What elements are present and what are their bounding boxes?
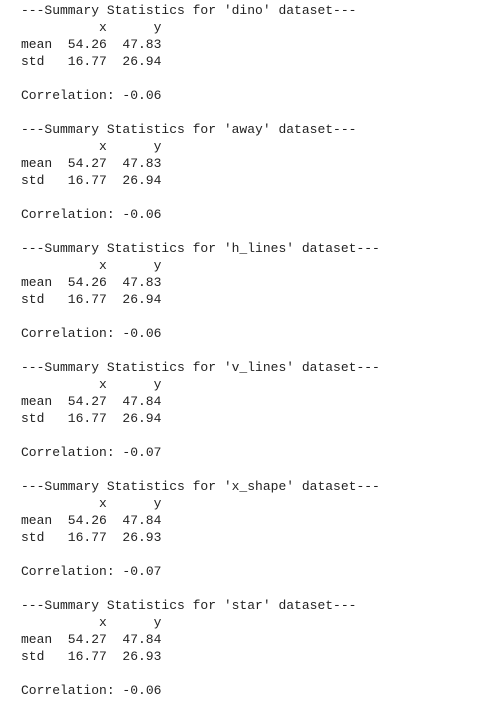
section-header: ---Summary Statistics for 'star' dataset…: [21, 598, 357, 613]
stat-value: 16.77: [67, 649, 107, 664]
stat-value: 26.94: [122, 292, 162, 307]
correlation: Correlation: -0.06: [21, 683, 162, 698]
column-header: x: [99, 496, 107, 511]
section-header: ---Summary Statistics for 'away' dataset…: [21, 122, 357, 137]
row-label: std: [21, 292, 45, 307]
row-label: mean: [21, 156, 53, 171]
stat-value: 16.77: [67, 54, 107, 69]
stat-value: 16.77: [67, 292, 107, 307]
correlation: Correlation: -0.06: [21, 88, 162, 103]
column-header: x: [99, 139, 107, 154]
column-header: x: [99, 258, 107, 273]
stat-value: 54.27: [67, 156, 107, 171]
stat-value: 47.84: [122, 632, 162, 647]
stat-value: 26.94: [122, 54, 162, 69]
correlation: Correlation: -0.07: [21, 445, 162, 460]
column-header: y: [153, 496, 162, 511]
column-header: y: [153, 258, 162, 273]
row-label: std: [21, 649, 45, 664]
correlation: Correlation: -0.06: [21, 207, 162, 222]
column-header: y: [153, 615, 162, 630]
stat-value: 26.94: [122, 173, 162, 188]
column-header: x: [99, 20, 107, 35]
stat-value: 47.83: [122, 156, 162, 171]
column-header: y: [153, 139, 162, 154]
stat-value: 26.93: [122, 530, 162, 545]
stat-value: 54.26: [67, 275, 107, 290]
stat-value: 26.93: [122, 649, 162, 664]
row-label: std: [21, 54, 45, 69]
stat-value: 54.27: [67, 632, 107, 647]
stat-value: 47.84: [122, 513, 162, 528]
correlation: Correlation: -0.06: [21, 326, 162, 341]
stat-value: 16.77: [67, 530, 107, 545]
row-label: std: [21, 530, 45, 545]
section-header: ---Summary Statistics for 'h_lines' data…: [21, 241, 380, 256]
stat-value: 54.27: [67, 394, 107, 409]
stat-value: 54.26: [67, 513, 107, 528]
row-label: mean: [21, 37, 53, 52]
stat-value: 16.77: [67, 411, 107, 426]
column-header: x: [99, 615, 107, 630]
row-label: mean: [21, 513, 53, 528]
column-header: y: [153, 20, 162, 35]
row-label: std: [21, 173, 45, 188]
section-header: ---Summary Statistics for 'x_shape' data…: [21, 479, 380, 494]
stat-value: 26.94: [122, 411, 162, 426]
correlation: Correlation: -0.07: [21, 564, 162, 579]
stat-value: 54.26: [67, 37, 107, 52]
stat-value: 47.83: [122, 275, 162, 290]
stat-value: 47.84: [122, 394, 162, 409]
section-header: ---Summary Statistics for 'dino' dataset…: [21, 3, 357, 18]
row-label: mean: [21, 632, 53, 647]
section-header: ---Summary Statistics for 'v_lines' data…: [21, 360, 380, 375]
stat-value: 16.77: [67, 173, 107, 188]
row-label: std: [21, 411, 45, 426]
column-header: y: [153, 377, 162, 392]
stat-value: 47.83: [122, 37, 162, 52]
column-header: x: [99, 377, 107, 392]
row-label: mean: [21, 275, 53, 290]
row-label: mean: [21, 394, 53, 409]
